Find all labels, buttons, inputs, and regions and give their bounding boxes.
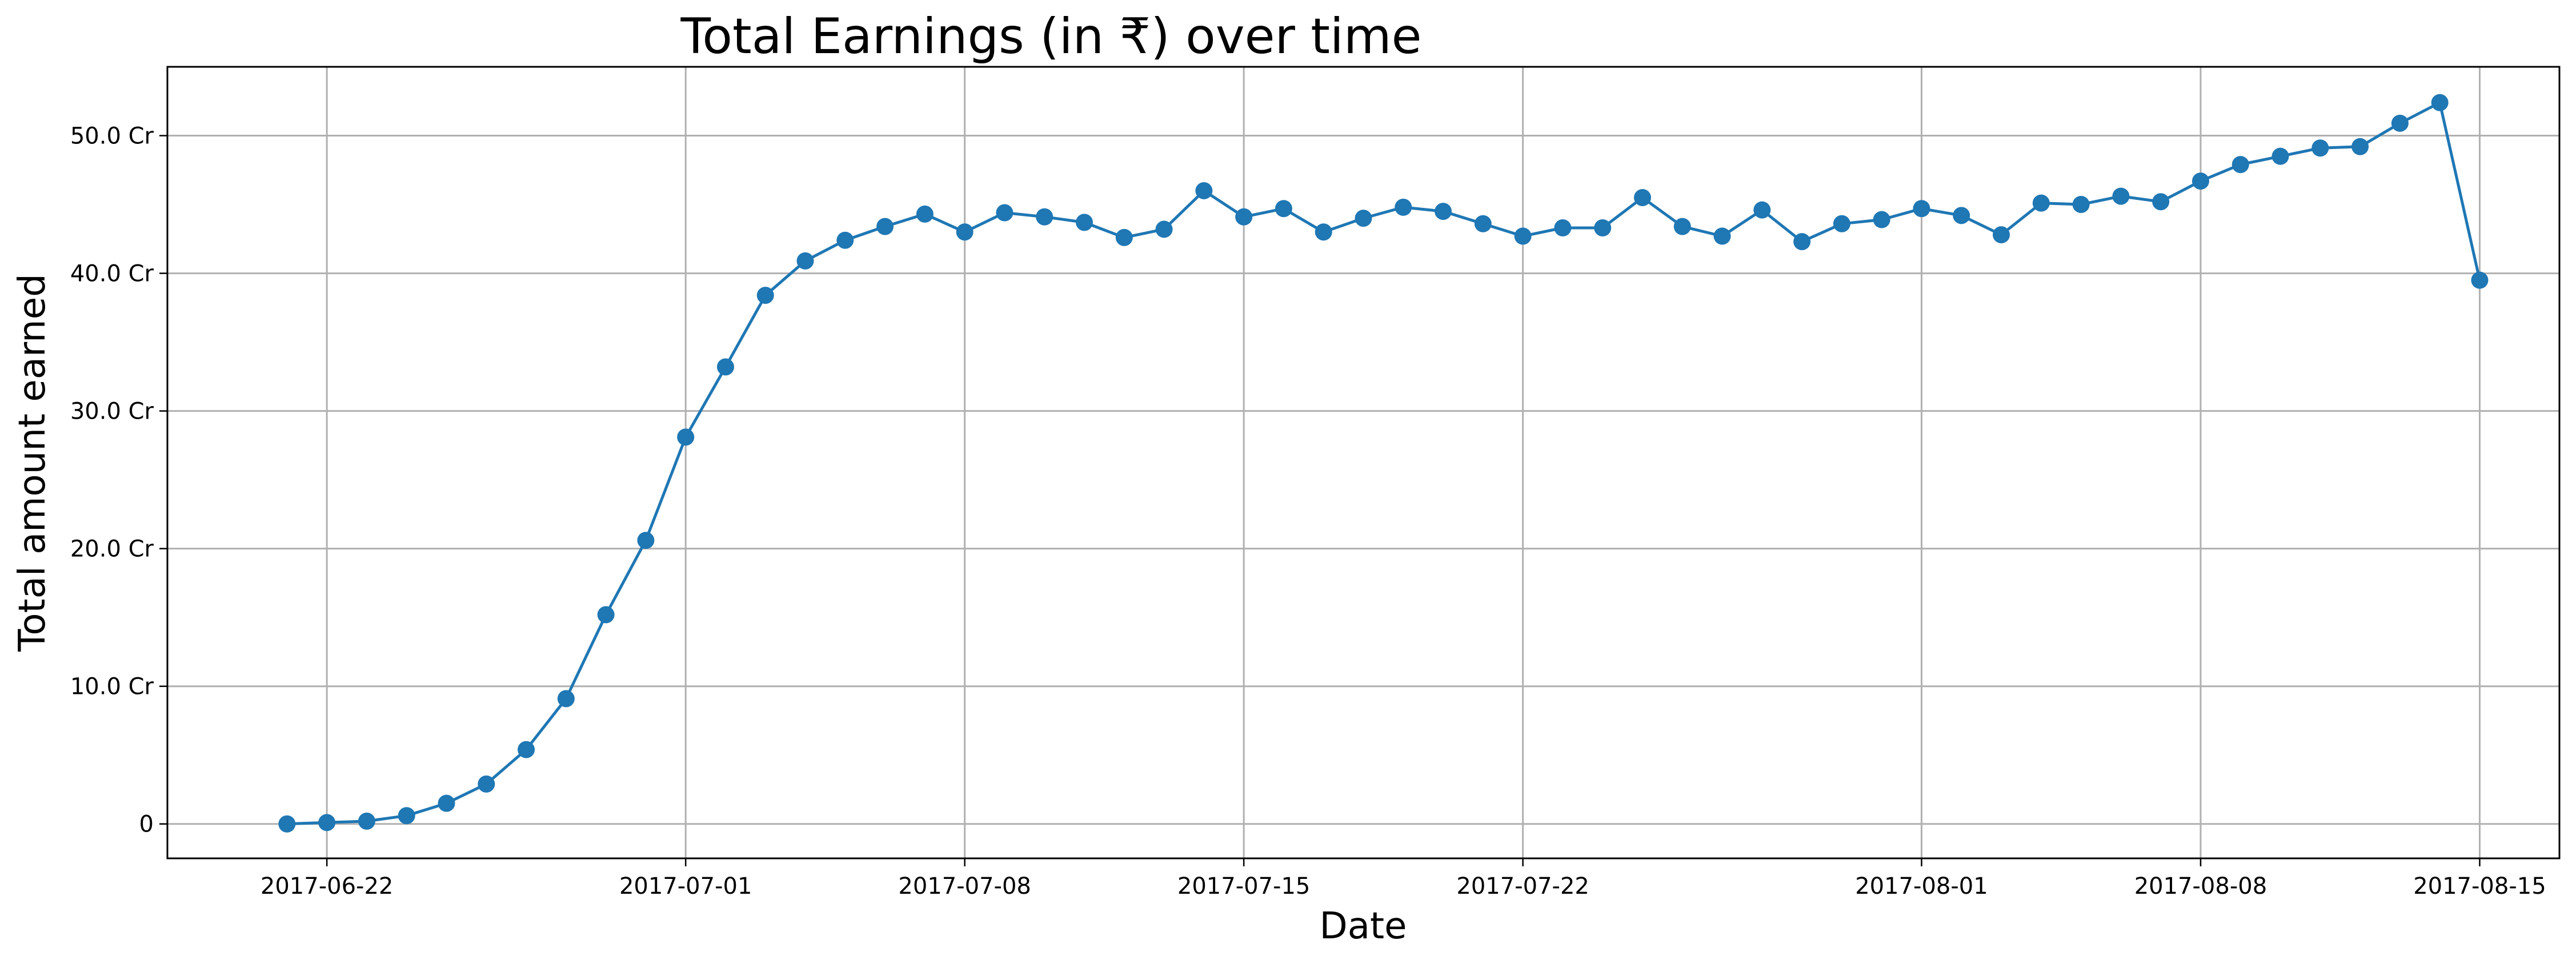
data-point-2017-08-06 — [2112, 187, 2130, 205]
data-point-2017-07-27 — [1713, 227, 1731, 245]
data-point-2017-06-28 — [557, 690, 575, 708]
data-point-2017-07-07 — [916, 205, 934, 223]
data-point-2017-08-08 — [2192, 172, 2209, 190]
x-tick-label: 2017-08-15 — [2413, 873, 2546, 899]
y-tick-label: 30.0 Cr — [70, 399, 154, 425]
data-point-2017-07-05 — [836, 231, 854, 249]
data-point-2017-06-21 — [278, 815, 296, 833]
data-point-2017-07-19 — [1395, 198, 1412, 216]
data-point-2017-06-27 — [518, 741, 535, 758]
data-point-2017-08-07 — [2152, 193, 2170, 211]
data-point-2017-07-20 — [1435, 203, 1452, 220]
data-points — [278, 94, 2489, 833]
data-point-2017-07-28 — [1753, 201, 1771, 219]
data-point-2017-07-22 — [1514, 227, 1532, 245]
data-point-2017-07-21 — [1474, 215, 1492, 232]
y-tick-label: 20.0 Cr — [70, 536, 154, 563]
data-point-2017-08-02 — [1953, 207, 1970, 224]
data-point-2017-07-09 — [996, 204, 1013, 222]
data-point-2017-06-25 — [438, 794, 455, 812]
data-point-2017-07-11 — [1076, 214, 1093, 231]
data-point-2017-06-29 — [597, 606, 615, 624]
data-point-2017-06-26 — [478, 775, 495, 793]
data-point-2017-07-02 — [716, 358, 734, 376]
x-tick-label: 2017-08-01 — [1855, 873, 1988, 899]
data-point-2017-06-22 — [318, 814, 336, 832]
series-line — [287, 101, 2481, 826]
data-point-2017-07-24 — [1594, 219, 1612, 237]
data-point-2017-07-13 — [1155, 220, 1173, 238]
plot-frame — [166, 66, 2561, 859]
data-point-2017-07-25 — [1633, 188, 1651, 206]
data-point-2017-07-10 — [1036, 208, 1053, 226]
data-point-2017-08-09 — [2232, 156, 2249, 174]
x-tick-label: 2017-07-22 — [1456, 873, 1589, 899]
chart-title: Total Earnings (in ₹) over time — [680, 8, 1421, 65]
x-tick-label: 2017-07-08 — [898, 873, 1031, 899]
data-point-2017-07-08 — [956, 223, 973, 241]
data-point-2017-08-14 — [2431, 94, 2449, 111]
data-point-2017-07-03 — [756, 287, 774, 304]
data-point-2017-07-23 — [1554, 219, 1572, 237]
data-point-2017-07-17 — [1315, 223, 1332, 241]
data-point-2017-08-01 — [1913, 200, 1930, 218]
data-point-2017-07-15 — [1235, 208, 1253, 226]
data-point-2017-07-12 — [1115, 228, 1133, 246]
data-point-2017-07-16 — [1275, 200, 1292, 218]
data-point-2017-08-12 — [2351, 138, 2369, 155]
data-point-2017-07-14 — [1195, 182, 1213, 199]
data-point-2017-06-23 — [358, 812, 375, 830]
data-point-2017-07-01 — [677, 428, 695, 446]
x-tick-label: 2017-08-08 — [2134, 873, 2267, 899]
grid-lines — [167, 67, 2559, 858]
data-point-2017-08-13 — [2391, 114, 2409, 132]
data-point-2017-07-30 — [1833, 215, 1850, 232]
y-axis-title: Total amount earned — [11, 274, 54, 652]
data-point-2017-08-10 — [2271, 147, 2289, 165]
data-point-2017-08-11 — [2311, 139, 2329, 157]
data-point-2017-08-04 — [2032, 194, 2050, 212]
x-axis: 2017-06-22 2017-07-01 2017-07-08 2017-07-15… — [261, 858, 2546, 899]
y-tick-label: 40.0 Cr — [70, 261, 154, 287]
y-tick-label: 0 — [139, 812, 154, 838]
data-point-2017-07-04 — [796, 252, 814, 270]
y-tick-label: 50.0 Cr — [70, 123, 154, 150]
data-point-2017-06-30 — [637, 532, 655, 549]
x-tick-label: 2017-07-01 — [619, 873, 752, 899]
x-tick-label: 2017-07-15 — [1177, 873, 1310, 899]
data-point-2017-07-18 — [1355, 210, 1372, 227]
y-axis: 0 10.0 Cr 20.0 Cr 30.0 Cr 40.0 Cr 50.0 Cr — [70, 123, 167, 838]
data-point-2017-07-31 — [1873, 211, 1890, 228]
x-tick-label: 2017-06-22 — [261, 873, 393, 899]
data-point-2017-08-03 — [1993, 226, 2010, 244]
x-axis-title: Date — [1320, 905, 1407, 947]
data-point-2017-07-29 — [1793, 233, 1811, 251]
data-point-2017-08-15 — [2471, 271, 2489, 289]
data-point-2017-06-24 — [398, 807, 415, 825]
data-point-2017-07-06 — [876, 218, 894, 235]
y-tick-label: 10.0 Cr — [70, 674, 154, 700]
data-point-2017-08-05 — [2072, 196, 2090, 214]
data-point-2017-07-26 — [1673, 218, 1691, 235]
